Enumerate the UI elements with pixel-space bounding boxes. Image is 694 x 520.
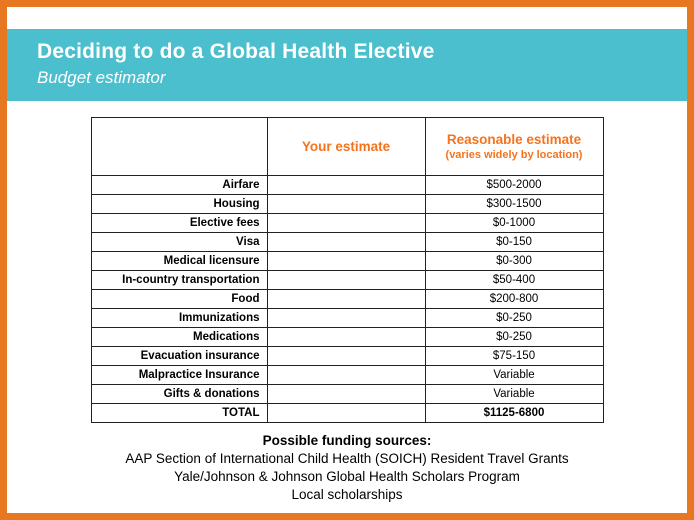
reasonable-estimate-cell: $0-1000 xyxy=(424,213,604,233)
table-row: Visa $0-150 xyxy=(90,232,604,252)
row-label: Medications xyxy=(90,327,268,347)
page-subtitle: Budget estimator xyxy=(37,68,166,87)
row-label: Malpractice Insurance xyxy=(90,365,268,385)
your-estimate-cell xyxy=(266,213,426,233)
reasonable-estimate-cell: $200-800 xyxy=(424,289,604,309)
your-estimate-cell xyxy=(266,289,426,309)
reasonable-estimate-cell: $75-150 xyxy=(424,346,604,366)
your-estimate-cell xyxy=(266,384,426,404)
header-band: Deciding to do a Global Health Elective … xyxy=(7,29,687,101)
row-label: Medical licensure xyxy=(90,251,268,271)
your-estimate-cell xyxy=(266,365,426,385)
your-estimate-cell xyxy=(266,270,426,290)
row-label: In-country transportation xyxy=(90,270,268,290)
table-row: In-country transportation $50-400 xyxy=(90,270,604,290)
reasonable-estimate-cell: $1125-6800 xyxy=(424,403,604,423)
header-your-estimate: Your estimate xyxy=(266,117,426,176)
row-label: Gifts & donations xyxy=(90,384,268,404)
header-empty-cell xyxy=(90,117,268,176)
your-estimate-cell xyxy=(266,251,426,271)
table-row: Immunizations $0-250 xyxy=(90,308,604,328)
reasonable-estimate-cell: $0-150 xyxy=(424,232,604,252)
funding-heading: Possible funding sources: xyxy=(262,433,432,448)
reasonable-estimate-cell: Variable xyxy=(424,365,604,385)
reasonable-estimate-cell: $0-250 xyxy=(424,327,604,347)
funding-line: Local scholarships xyxy=(291,486,403,502)
table-row: Airfare $500-2000 xyxy=(90,175,604,195)
row-label: Food xyxy=(90,289,268,309)
your-estimate-cell xyxy=(266,308,426,328)
table-row: Medications $0-250 xyxy=(90,327,604,347)
row-label: Immunizations xyxy=(90,308,268,328)
your-estimate-cell xyxy=(266,194,426,214)
reasonable-estimate-cell: $500-2000 xyxy=(424,175,604,195)
reasonable-estimate-cell: $0-250 xyxy=(424,308,604,328)
reasonable-estimate-note: (varies widely by location) xyxy=(445,149,583,161)
your-estimate-label: Your estimate xyxy=(301,139,391,154)
page-title: Deciding to do a Global Health Elective xyxy=(37,40,435,63)
table-row: Evacuation insurance $75-150 xyxy=(90,346,604,366)
your-estimate-cell xyxy=(266,403,426,423)
funding-line: AAP Section of International Child Healt… xyxy=(125,451,569,466)
table-header-row: Your estimate Reasonable estimate (varie… xyxy=(90,117,604,176)
reasonable-estimate-cell: $50-400 xyxy=(424,270,604,290)
your-estimate-cell xyxy=(266,232,426,252)
table-row: Malpractice Insurance Variable xyxy=(90,365,604,385)
table-row: Food $200-800 xyxy=(90,289,604,309)
table-row-total: TOTAL $1125-6800 xyxy=(90,403,604,423)
row-label: Evacuation insurance xyxy=(90,346,268,366)
row-label: TOTAL xyxy=(90,403,268,423)
your-estimate-cell xyxy=(266,175,426,195)
row-label: Elective fees xyxy=(90,213,268,233)
row-label: Airfare xyxy=(90,175,268,195)
row-label: Housing xyxy=(90,194,268,214)
your-estimate-cell xyxy=(266,327,426,347)
table-row: Medical licensure $0-300 xyxy=(90,251,604,271)
table-row: Gifts & donations Variable xyxy=(90,384,604,404)
funding-section: Possible funding sources: AAP Section of… xyxy=(7,433,687,503)
table-row: Elective fees $0-1000 xyxy=(90,213,604,233)
reasonable-estimate-cell: $0-300 xyxy=(424,251,604,271)
row-label: Visa xyxy=(90,232,268,252)
header-reasonable-estimate: Reasonable estimate (varies widely by lo… xyxy=(424,117,604,176)
your-estimate-cell xyxy=(266,346,426,366)
reasonable-estimate-label: Reasonable estimate xyxy=(446,132,582,147)
funding-line: Yale/Johnson & Johnson Global Health Sch… xyxy=(174,468,520,484)
reasonable-estimate-cell: $300-1500 xyxy=(424,194,604,214)
table-row: Housing $300-1500 xyxy=(90,194,604,214)
reasonable-estimate-cell: Variable xyxy=(424,384,604,404)
budget-table: Your estimate Reasonable estimate (varie… xyxy=(90,117,604,423)
